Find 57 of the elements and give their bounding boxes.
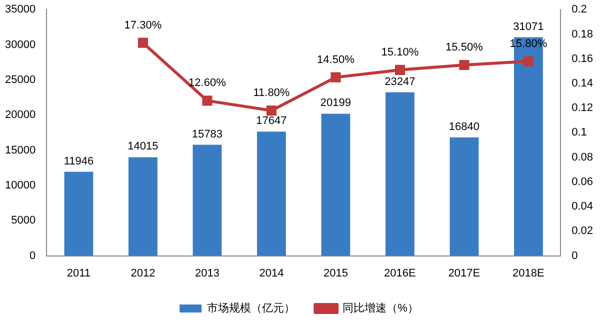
y2-tick-label: 0.08: [572, 151, 594, 164]
point: [459, 60, 470, 70]
bar: [450, 137, 479, 256]
y-tick-label: 20000: [4, 109, 36, 122]
x-tick-label: 2014: [259, 267, 284, 280]
bar: [257, 132, 286, 256]
y-tick-label: 25000: [4, 74, 36, 86]
bar: [321, 114, 350, 256]
x-tick-label: 2011: [66, 267, 91, 280]
point: [266, 106, 276, 116]
y-tick-label: 35000: [4, 4, 36, 16]
y-tick-label: 5000: [11, 214, 36, 227]
y2-tick-label: 0.14: [572, 77, 594, 90]
x-tick-label: 2018E: [512, 267, 544, 280]
data-label: 14015: [128, 140, 158, 153]
bar: [64, 172, 94, 256]
y2-tick-label: 0.12: [572, 102, 594, 114]
data-label: 15.50%: [446, 42, 484, 54]
x-tick-label: 2015: [323, 267, 348, 280]
data-label: 14.50%: [317, 54, 355, 66]
data-label: 31071: [513, 20, 544, 33]
bar: [192, 144, 222, 256]
y2-tick-label: 0.18: [572, 28, 594, 40]
data-label: 11.80%: [253, 87, 290, 100]
x-tick-label: 2012: [130, 267, 156, 280]
data-label: 12.60%: [188, 77, 226, 90]
y-tick-label: 10000: [4, 179, 36, 192]
data-label: 11946: [64, 155, 94, 168]
point: [394, 64, 405, 75]
y2-tick-label: 0.02: [572, 225, 594, 238]
data-label: 15.10%: [381, 46, 419, 58]
legend-label: 同比增速（%）: [342, 302, 418, 315]
data-label: 23247: [384, 76, 416, 88]
y2-tick-label: 0.06: [572, 176, 594, 188]
y-tick-label: 30000: [4, 38, 36, 51]
bar: [386, 92, 414, 256]
x-tick-label: 2013: [194, 267, 220, 280]
y2-tick-label: 0.16: [572, 52, 594, 65]
y2-tick-label: 0.04: [572, 200, 594, 213]
bar: [128, 157, 158, 256]
data-label: 17647: [256, 115, 287, 128]
data-label: 15783: [192, 128, 223, 140]
y2-tick-label: 0: [572, 250, 578, 262]
data-label: 16840: [448, 120, 480, 133]
x-tick-label: 2016E: [384, 267, 416, 280]
y-tick-label: 0: [29, 250, 36, 262]
data-label: 17.30%: [124, 19, 162, 32]
point: [138, 38, 148, 48]
y2-tick-label: 0.1: [572, 126, 587, 139]
data-label: 20199: [320, 97, 352, 110]
x-tick-label: 2017E: [448, 267, 480, 280]
point: [330, 72, 341, 82]
y-tick-label: 15000: [4, 144, 36, 156]
point: [202, 96, 212, 106]
point: [523, 56, 534, 66]
y2-tick-label: 0.2: [572, 4, 587, 16]
legend-label: 市场规模（亿元）: [207, 302, 296, 315]
